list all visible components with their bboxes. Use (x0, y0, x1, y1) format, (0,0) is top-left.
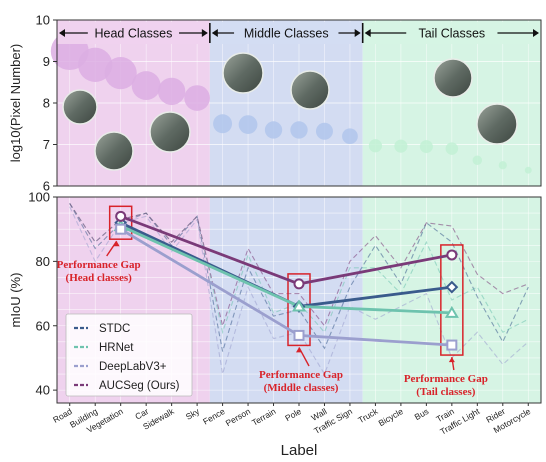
series-marker (293, 278, 305, 290)
gap-box (287, 273, 311, 347)
series-marker (445, 280, 459, 294)
x-tick-label: Pole (283, 406, 303, 423)
legend-box (65, 313, 193, 397)
series-marker (293, 329, 305, 341)
example-photo (476, 103, 518, 145)
pixel-count-point (445, 142, 459, 155)
region-header-bg (57, 22, 210, 44)
y-tick-label: 7 (43, 137, 50, 152)
region-header-bg (209, 22, 363, 44)
gap-arrowhead (448, 357, 455, 363)
region-header-label: Head Classes (95, 27, 173, 41)
legend-label: HRNet (99, 342, 134, 354)
top-y-ticks: 6 7 8 9 10 (36, 13, 57, 194)
pixel-count-point (290, 121, 308, 139)
pixel-count-point (213, 114, 233, 134)
miou-panel: Performance Gap(Head classes)Performance… (8, 190, 542, 459)
example-photo (290, 70, 330, 110)
gap-label-subtitle: (Head classes) (66, 272, 133, 284)
region-arrowhead (533, 29, 539, 37)
region-arrowhead (364, 29, 371, 37)
gap-box (108, 205, 133, 240)
x-tick-label: Bicycle (377, 406, 406, 428)
performance-gap-boxes (108, 205, 464, 356)
pixel-count-point (342, 128, 358, 145)
y-tick-label: 60 (36, 318, 50, 333)
x-tick-label: Person (224, 406, 253, 428)
pixel-count-point (238, 115, 258, 134)
example-photos (62, 52, 518, 171)
bottom-y-ticks: 40 60 80 100 (28, 190, 57, 398)
example-photo (62, 89, 98, 125)
gap-label-subtitle: (Tail classes) (416, 386, 476, 398)
y-tick-label: 100 (28, 190, 50, 205)
x-tick-label: Terrain (250, 406, 278, 428)
y-tick-label: 10 (36, 13, 50, 28)
legend: STDC HRNet DeepLabV3+ AUCSeg (Ours) (65, 313, 193, 397)
pixel-count-point (368, 139, 383, 153)
series-marker (446, 339, 458, 351)
y-tick-label: 9 (43, 54, 50, 69)
x-axis-label: Label (281, 442, 318, 459)
legend-label: DeepLabV3+ (99, 361, 167, 373)
category-headers: Head Classes Middle Classes Tail Classes (57, 22, 541, 44)
example-photo (149, 111, 191, 153)
y-tick-label: 8 (43, 96, 50, 111)
gap-label-title: Performance Gap (259, 369, 343, 381)
pixel-count-bubbles (50, 32, 532, 174)
series-marker (291, 299, 307, 312)
region-arrowhead (201, 29, 208, 37)
region-arrowhead (211, 29, 218, 37)
pixel-count-point (157, 77, 186, 106)
pixel-count-point (264, 121, 283, 139)
region-arrowhead (354, 29, 361, 37)
gap-box (440, 244, 464, 356)
x-tick-label: Fence (201, 406, 227, 427)
legend-label: STDC (99, 323, 130, 335)
gap-label-title: Performance Gap (57, 259, 141, 271)
pixel-count-point (131, 71, 161, 101)
pixel-count-panel: Head Classes Middle Classes Tail Classes 6… (8, 13, 542, 194)
example-photo (94, 131, 134, 171)
example-photo (433, 58, 473, 98)
pixel-count-point (524, 166, 532, 174)
example-photo (222, 52, 264, 94)
series-marker (444, 305, 459, 318)
series-marker (115, 223, 127, 235)
series-dashed-line (69, 203, 529, 328)
x-tick-label: Sky (184, 406, 202, 422)
gap-arrow (106, 240, 118, 257)
pixel-count-point (184, 85, 210, 111)
y-tick-label: 6 (43, 179, 50, 194)
pixel-count-point (419, 140, 433, 154)
gap-label-subtitle: (Middle classes) (264, 382, 339, 394)
gap-arrowhead (113, 241, 120, 247)
bottom-y-axis-label: mIoU (%) (8, 273, 23, 328)
region-header-bg (362, 22, 541, 44)
group-mean-lines (113, 210, 459, 351)
region-header-label: Middle Classes (244, 27, 329, 41)
y-tick-label: 80 (36, 254, 50, 269)
gap-label-title: Performance Gap (404, 373, 488, 385)
series-marker (115, 210, 127, 222)
pixel-count-point (78, 47, 113, 82)
pixel-count-point (472, 155, 483, 165)
y-tick-label: 40 (36, 383, 50, 398)
x-tick-label: Bus (413, 406, 431, 422)
series-marker (446, 249, 458, 261)
legend-label: AUCSeg (Ours) (99, 380, 180, 392)
region-arrowhead (59, 29, 65, 37)
pixel-count-point (104, 57, 137, 90)
top-y-axis-label: log10(Pixel Number) (8, 44, 23, 163)
pixel-count-point (315, 122, 333, 140)
performance-gap-labels: Performance Gap(Head classes)Performance… (57, 240, 488, 398)
region-header-label: Tail Classes (418, 27, 485, 41)
pixel-count-point (394, 139, 408, 153)
gap-arrowhead (296, 347, 302, 353)
pixel-count-point (498, 161, 507, 170)
x-tick-label: Truck (356, 406, 380, 426)
